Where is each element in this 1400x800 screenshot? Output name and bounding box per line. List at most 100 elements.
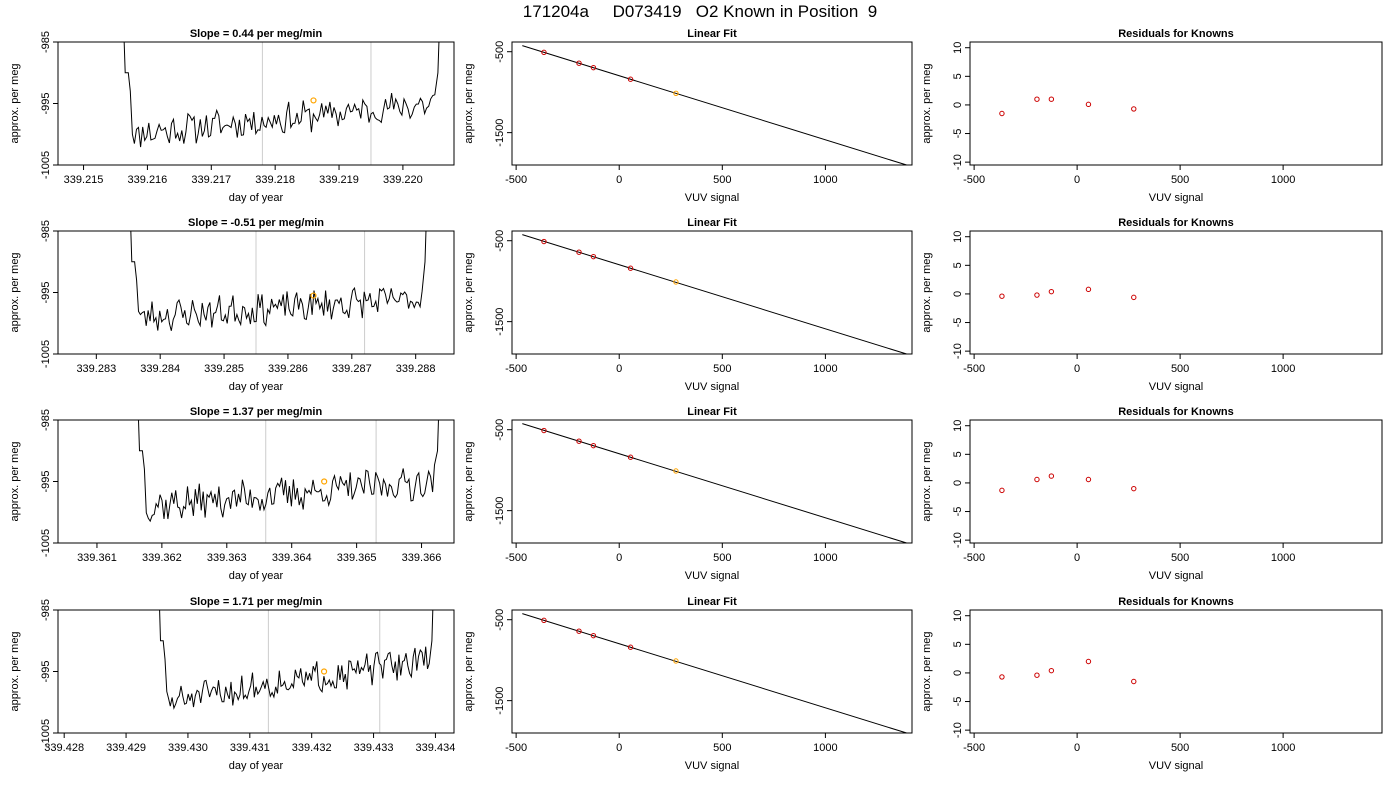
- y-axis-label: approx. per meg: [921, 63, 933, 143]
- x-tick-label: 0: [616, 363, 622, 375]
- x-axis-label: VUV signal: [685, 760, 739, 772]
- data-point: [999, 674, 1005, 680]
- y-tick-label: -985: [40, 31, 52, 53]
- y-tick-label: -5: [952, 507, 964, 517]
- x-tick-label: 0: [616, 174, 622, 186]
- data-point: [1034, 96, 1040, 102]
- chart-title: Residuals for Knowns: [1118, 217, 1234, 229]
- plot-data: [999, 96, 1137, 117]
- marker-point: [310, 97, 317, 104]
- x-tick-label: -500: [963, 363, 985, 375]
- x-tick-label: 339.430: [168, 742, 208, 754]
- marker-point: [310, 292, 317, 299]
- plot-data: [522, 45, 909, 165]
- x-tick-label: 1000: [1271, 742, 1295, 754]
- x-tick-label: 339.284: [140, 363, 180, 375]
- y-tick-label: -10: [952, 532, 964, 548]
- x-tick-label: 339.216: [128, 174, 168, 186]
- plot-frame: [57, 230, 455, 355]
- data-point: [627, 644, 634, 650]
- x-tick-label: -500: [963, 742, 985, 754]
- data-point: [673, 90, 679, 97]
- data-point: [1131, 294, 1137, 301]
- data-point: [999, 110, 1005, 117]
- page-title: 171204a D073419 O2 Known in Position 9: [522, 2, 878, 21]
- panel-11: Linear Fit -500 0 500 1000 -500 -1500 VUV signa…: [463, 596, 913, 772]
- chart-title: Residuals for Knowns: [1118, 28, 1234, 40]
- marker-point: [320, 668, 328, 675]
- y-tick-label: -995: [40, 470, 52, 492]
- plot-data: [130, 231, 427, 354]
- panel-12: Residuals for Knowns -500 0 500 1000 -10 -5 0 5 1…: [921, 596, 1383, 772]
- x-tick-label: 500: [713, 363, 731, 375]
- x-tick-label: 339.429: [106, 742, 146, 754]
- y-tick-label: 10: [952, 610, 964, 622]
- panel-6: Residuals for Knowns -500 0 500 1000 -10 -5 0 5 1…: [921, 217, 1383, 393]
- y-tick-label: -1005: [40, 340, 52, 368]
- x-tick-label: 500: [713, 174, 731, 186]
- plot-data: [159, 610, 434, 733]
- signal-trace: [159, 610, 434, 710]
- y-axis-label: approx. per meg: [9, 63, 21, 143]
- data-point: [541, 238, 547, 245]
- data-point: [590, 253, 597, 260]
- data-point: [627, 76, 634, 82]
- x-axis-label: VUV signal: [1149, 192, 1203, 204]
- x-tick-label: 1000: [813, 174, 837, 186]
- x-tick-label: 0: [1074, 742, 1080, 754]
- data-point: [1048, 288, 1055, 295]
- data-point: [1048, 96, 1055, 102]
- x-axis-label: VUV signal: [1149, 381, 1203, 393]
- plot-frame: [511, 419, 913, 544]
- y-axis-label: approx. per meg: [9, 252, 21, 332]
- panel-8: Linear Fit -500 0 500 1000 -500 -1500 VUV signa…: [463, 406, 913, 582]
- data-point: [1048, 473, 1055, 479]
- x-tick-label: 339.363: [207, 552, 247, 564]
- y-axis-label: approx. per meg: [9, 631, 21, 711]
- x-tick-label: 339.285: [204, 363, 244, 375]
- data-point: [590, 64, 597, 71]
- chart-title: Linear Fit: [687, 28, 737, 40]
- y-axis-label: approx. per meg: [921, 631, 933, 711]
- x-tick-label: 0: [1074, 174, 1080, 186]
- plot-frame: [57, 609, 455, 734]
- chart-title: Residuals for Knowns: [1118, 406, 1234, 418]
- plot-data: [137, 420, 439, 543]
- x-axis-label: VUV signal: [1149, 570, 1203, 582]
- y-tick-label: 0: [952, 480, 964, 486]
- x-tick-label: 339.362: [142, 552, 182, 564]
- data-point: [541, 617, 547, 624]
- plot-data: [522, 613, 909, 733]
- y-axis-label: approx. per meg: [463, 252, 475, 332]
- data-point: [1034, 476, 1040, 483]
- y-tick-label: -500: [494, 230, 506, 252]
- data-point: [673, 468, 679, 474]
- chart-title: Slope = 1.37 per meg/min: [190, 406, 323, 418]
- x-axis-label: VUV signal: [1149, 760, 1203, 772]
- x-tick-label: 339.428: [44, 742, 84, 754]
- x-tick-label: 500: [1171, 363, 1189, 375]
- chart-title: Linear Fit: [687, 596, 737, 608]
- data-point: [590, 442, 597, 449]
- data-point: [541, 427, 547, 434]
- y-tick-label: -985: [40, 220, 52, 242]
- panel-2: Linear Fit -500 0 500 1000 -500 -1500 VUV signa…: [463, 28, 913, 204]
- data-point: [627, 265, 634, 271]
- x-tick-label: 1000: [1271, 363, 1295, 375]
- x-axis-label: VUV signal: [685, 192, 739, 204]
- x-tick-label: 339.219: [319, 174, 359, 186]
- x-tick-label: -500: [505, 552, 527, 564]
- plot-data: [522, 423, 909, 543]
- plot-frame: [511, 609, 913, 734]
- x-tick-label: 339.433: [354, 742, 394, 754]
- plot-frame: [57, 419, 455, 544]
- plot-frame: [969, 41, 1383, 166]
- y-tick-label: -1005: [40, 529, 52, 557]
- plot-frame: [57, 41, 455, 166]
- fit-line: [522, 45, 909, 165]
- x-tick-label: 339.364: [272, 552, 312, 564]
- y-tick-label: -985: [40, 599, 52, 621]
- data-point: [1085, 476, 1092, 483]
- y-tick-label: -10: [952, 154, 964, 170]
- x-tick-label: 1000: [1271, 174, 1295, 186]
